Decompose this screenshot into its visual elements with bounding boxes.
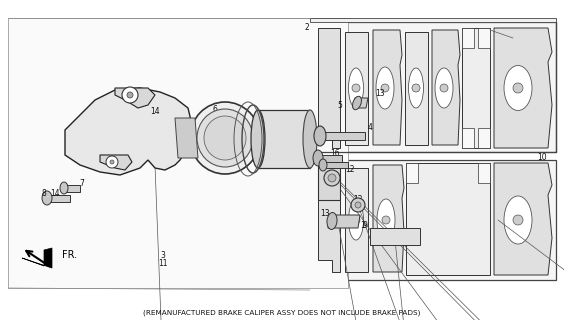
Ellipse shape (314, 126, 326, 146)
Polygon shape (406, 163, 490, 275)
Polygon shape (93, 115, 128, 122)
Ellipse shape (313, 150, 323, 166)
Polygon shape (345, 168, 368, 272)
Ellipse shape (42, 191, 52, 205)
Polygon shape (100, 155, 132, 170)
Polygon shape (318, 155, 342, 162)
Polygon shape (462, 28, 474, 48)
Circle shape (513, 215, 523, 225)
Ellipse shape (93, 112, 101, 124)
Bar (8, 18, 348, 288)
Circle shape (122, 87, 138, 103)
Circle shape (351, 198, 365, 212)
Text: 12: 12 (353, 196, 363, 204)
Polygon shape (115, 88, 155, 108)
Ellipse shape (327, 212, 337, 229)
Ellipse shape (349, 68, 364, 108)
Polygon shape (462, 128, 474, 148)
Polygon shape (373, 165, 404, 272)
Ellipse shape (435, 68, 453, 108)
Circle shape (127, 92, 133, 98)
Polygon shape (478, 28, 490, 48)
Circle shape (106, 156, 118, 168)
Text: 3: 3 (161, 251, 165, 260)
Polygon shape (258, 110, 310, 168)
Circle shape (513, 83, 523, 93)
Polygon shape (494, 163, 552, 275)
Ellipse shape (504, 66, 532, 110)
Polygon shape (328, 215, 360, 228)
Ellipse shape (251, 110, 265, 168)
Text: 1: 1 (360, 220, 365, 229)
Text: FR.: FR. (62, 250, 77, 260)
Polygon shape (353, 98, 368, 108)
Text: 13: 13 (375, 89, 385, 98)
Text: 9: 9 (363, 220, 367, 229)
Circle shape (352, 84, 360, 92)
Text: 10: 10 (537, 153, 547, 162)
Circle shape (381, 84, 389, 92)
Ellipse shape (376, 67, 394, 109)
Text: 5: 5 (338, 101, 342, 110)
Polygon shape (462, 28, 490, 148)
Polygon shape (373, 30, 402, 145)
Text: (REMANUFACTURED BRAKE CALIPER ASSY DOES NOT INCLUDE BRAKE PADS): (REMANUFACTURED BRAKE CALIPER ASSY DOES … (143, 310, 421, 316)
Text: 13: 13 (320, 209, 330, 218)
Text: 7: 7 (80, 179, 85, 188)
Text: 16: 16 (330, 148, 340, 157)
Bar (310, 22, 556, 152)
Polygon shape (432, 30, 460, 145)
Polygon shape (175, 118, 198, 158)
Circle shape (412, 84, 420, 92)
Polygon shape (62, 185, 80, 192)
Circle shape (328, 174, 336, 182)
Polygon shape (45, 195, 70, 202)
Polygon shape (65, 88, 192, 175)
Polygon shape (494, 28, 552, 148)
Circle shape (352, 216, 360, 224)
Polygon shape (78, 145, 115, 153)
Circle shape (110, 160, 114, 164)
Text: 6: 6 (213, 106, 218, 115)
Ellipse shape (504, 196, 532, 244)
Text: 14: 14 (50, 188, 60, 197)
Ellipse shape (319, 159, 327, 171)
Circle shape (324, 170, 340, 186)
Ellipse shape (352, 96, 362, 110)
Polygon shape (318, 158, 340, 200)
Ellipse shape (303, 110, 317, 168)
Circle shape (382, 216, 390, 224)
Text: 15: 15 (308, 148, 318, 157)
Circle shape (440, 84, 448, 92)
Text: 11: 11 (158, 259, 168, 268)
Polygon shape (318, 28, 340, 148)
Ellipse shape (197, 109, 253, 167)
Polygon shape (478, 163, 490, 183)
Polygon shape (345, 32, 368, 145)
Text: 12: 12 (345, 165, 355, 174)
Text: 2: 2 (305, 23, 310, 33)
Ellipse shape (190, 102, 260, 174)
Polygon shape (370, 228, 420, 245)
Ellipse shape (204, 116, 246, 160)
Polygon shape (310, 18, 556, 22)
Text: 14: 14 (150, 108, 160, 116)
Polygon shape (323, 162, 348, 168)
Polygon shape (318, 165, 340, 272)
Ellipse shape (377, 199, 395, 241)
Ellipse shape (78, 143, 86, 155)
Circle shape (355, 202, 361, 208)
Ellipse shape (408, 68, 424, 108)
Polygon shape (320, 132, 365, 140)
Polygon shape (406, 163, 418, 183)
Polygon shape (478, 128, 490, 148)
Text: 8: 8 (42, 188, 46, 197)
Ellipse shape (349, 200, 364, 240)
Ellipse shape (60, 182, 68, 194)
Polygon shape (22, 248, 52, 268)
Bar (310, 160, 556, 280)
Text: 4: 4 (368, 124, 372, 132)
Polygon shape (405, 32, 428, 145)
